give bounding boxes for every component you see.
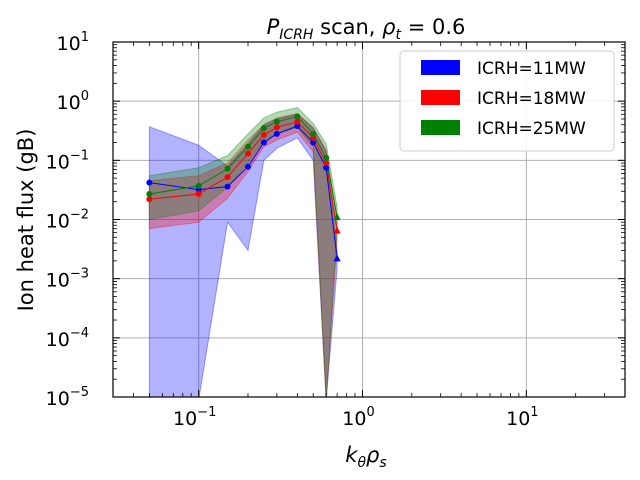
y-tick-label: 10−5 <box>46 385 89 410</box>
data-point <box>273 124 280 131</box>
legend-label: ICRH=11MW <box>477 59 586 79</box>
data-point <box>323 154 330 161</box>
data-point <box>146 196 153 203</box>
data-point <box>260 139 267 146</box>
data-point <box>310 130 317 137</box>
data-point <box>333 226 341 234</box>
y-tick-label: 10−4 <box>46 326 89 351</box>
series-line-0 <box>149 125 338 259</box>
data-point <box>273 130 280 137</box>
y-tick-label: 101 <box>57 30 89 55</box>
data-point <box>146 179 153 186</box>
chart-title: PICRH scan, ρt = 0.6 <box>267 15 466 43</box>
data-point <box>294 123 301 130</box>
data-point <box>146 190 153 197</box>
legend-swatch <box>421 90 460 105</box>
data-point <box>333 254 341 262</box>
legend-label: ICRH=25MW <box>477 119 586 139</box>
series-line-1 <box>149 121 338 231</box>
data-point <box>310 139 317 146</box>
legend-label: ICRH=18MW <box>477 89 586 109</box>
data-point <box>260 125 267 132</box>
data-point <box>224 165 231 172</box>
x-tick-label: 100 <box>342 405 374 430</box>
data-point <box>244 150 251 157</box>
data-point <box>294 113 301 120</box>
data-point <box>195 190 202 197</box>
data-point <box>244 143 251 150</box>
data-point <box>260 131 267 138</box>
series-lines <box>149 115 338 259</box>
data-point <box>244 163 251 170</box>
legend: ICRH=11MW ICRH=18MW ICRH=25MW <box>399 50 615 152</box>
ticks: 10−1 100 101 10−5 10−4 10−3 10−2 10−1 100 101 <box>46 30 626 430</box>
legend-swatch <box>421 120 460 135</box>
data-point <box>195 182 202 189</box>
series-markers <box>146 113 341 262</box>
legend-swatch <box>421 60 460 75</box>
data-point <box>333 213 341 221</box>
y-tick-label: 10−1 <box>46 148 89 173</box>
data-point <box>323 160 330 167</box>
data-point <box>273 118 280 125</box>
y-tick-label: 10−3 <box>46 267 89 292</box>
y-tick-label: 10−2 <box>46 208 89 233</box>
series-line-2 <box>149 115 338 218</box>
y-axis-label: Ion heat flux (gB) <box>14 129 38 312</box>
data-point <box>323 164 330 171</box>
y-tick-label: 100 <box>57 89 89 114</box>
data-point <box>294 118 301 125</box>
data-point <box>224 174 231 181</box>
x-axis-label: kθρs <box>345 443 386 471</box>
x-tick-label: 10−1 <box>173 405 216 430</box>
data-point <box>224 183 231 190</box>
x-tick-label: 101 <box>506 405 538 430</box>
